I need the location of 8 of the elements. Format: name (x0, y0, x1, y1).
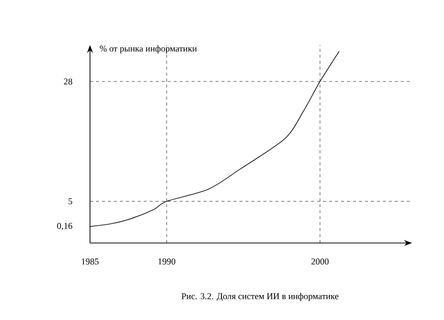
x-tick-label: 2000 (311, 258, 329, 265)
y-tick-label: 28 (64, 78, 72, 85)
y-axis-title: % от рынка информатики (100, 45, 197, 54)
y-tick-label: 0,16 (57, 222, 72, 230)
x-tick-label: 1990 (158, 258, 176, 265)
text: Рис. 3.2. Доля систем ИИ в информатике (182, 292, 338, 302)
y-tick-label: 5 (68, 198, 72, 204)
x-tick-label: 1985 (82, 258, 99, 265)
